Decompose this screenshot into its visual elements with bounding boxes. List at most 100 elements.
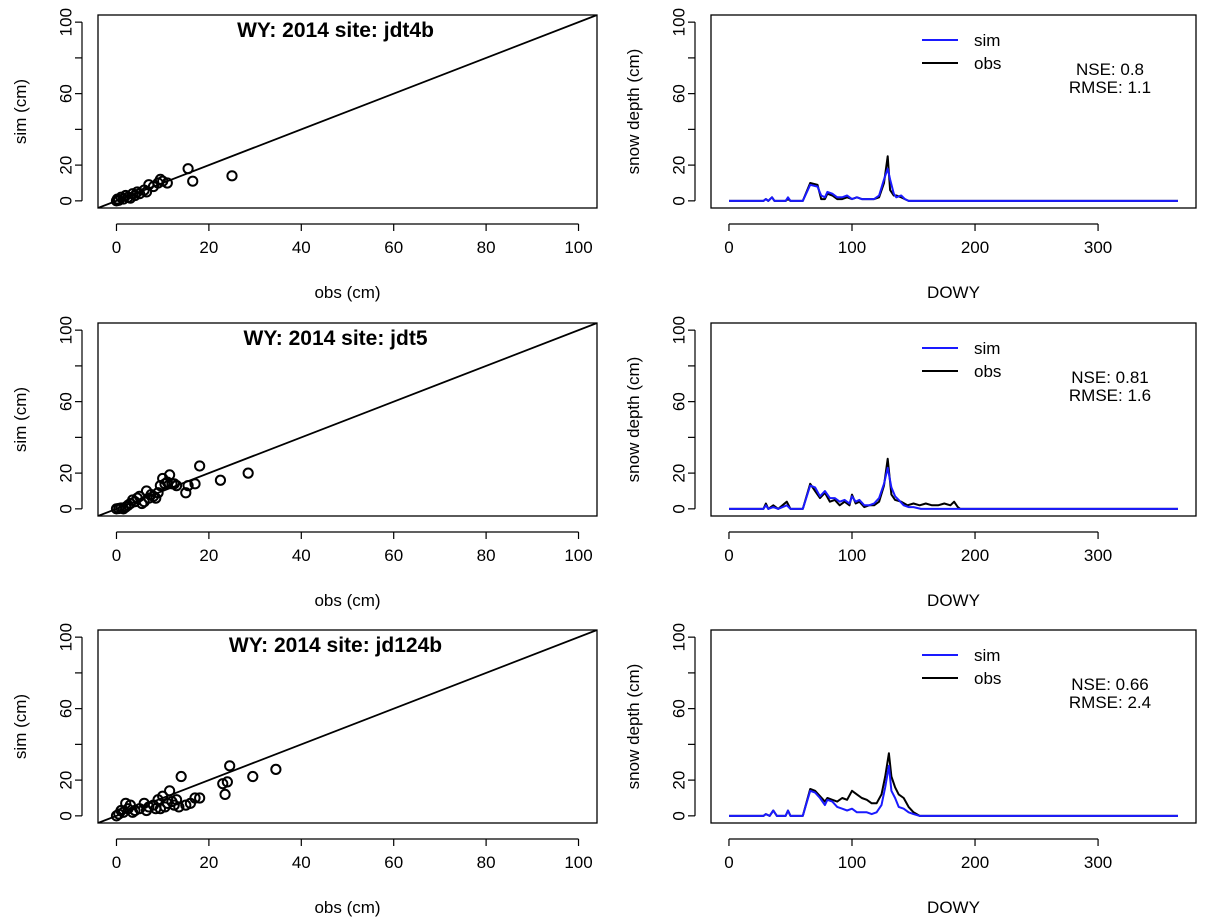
data-point — [187, 175, 199, 187]
data-point — [168, 478, 180, 490]
x-tick-label: 100 — [564, 853, 592, 872]
data-point — [150, 492, 162, 504]
x-tick-label: 200 — [961, 853, 989, 872]
data-point — [170, 480, 183, 492]
y-tick-label: 60 — [56, 699, 75, 718]
panel-scatter-3: 0 20 40 60 80 100 0 20 60 100 obs (cm) sim (cm) WY: … — [11, 623, 598, 917]
x-tick-label: 80 — [477, 853, 496, 872]
y-tick-label: 100 — [669, 316, 688, 344]
data-point — [152, 487, 164, 499]
x-tick-label: 100 — [564, 238, 592, 257]
data-point — [224, 760, 236, 772]
legend-label-sim: sim — [974, 646, 1000, 665]
one-to-one-line — [98, 15, 597, 208]
data-point — [170, 794, 183, 806]
data-point — [189, 792, 201, 804]
x-tick-label: 60 — [384, 238, 403, 257]
plot-frame — [97, 629, 598, 824]
x-tick-label: 100 — [564, 546, 592, 565]
x-tick-label: 100 — [838, 853, 866, 872]
x-axis-label: obs (cm) — [314, 283, 380, 302]
data-point — [189, 478, 201, 490]
data-point — [136, 497, 148, 510]
data-point — [194, 792, 206, 804]
y-tick-label: 60 — [56, 392, 75, 411]
y-tick-label: 20 — [669, 464, 688, 483]
one-to-one-line — [98, 630, 597, 823]
x-tick-label: 0 — [724, 546, 733, 565]
y-tick-label: 20 — [56, 156, 75, 175]
nse-text: NSE: 0.81 — [1071, 368, 1149, 387]
panel-ts-1: 0 100 200 300 0 20 60 100 DOWY snow depth (cm) sim… — [624, 8, 1197, 302]
x-tick-label: 0 — [112, 853, 121, 872]
x-tick-label: 200 — [961, 546, 989, 565]
series-line-sim — [729, 167, 1178, 202]
x-tick-label: 0 — [724, 853, 733, 872]
x-tick-label: 40 — [292, 546, 311, 565]
panel-ts-3: 0 100 200 300 0 20 60 100 DOWY snow depth (cm) sim… — [624, 623, 1197, 917]
y-axis-label: sim (cm) — [11, 79, 30, 144]
y-tick-label: 0 — [56, 196, 75, 205]
x-axis-label: obs (cm) — [314, 898, 380, 917]
series-line-obs — [729, 457, 1178, 510]
legend-label-sim: sim — [974, 339, 1000, 358]
plot-frame — [97, 14, 598, 209]
series-line-obs — [729, 752, 1178, 817]
x-axis-label: DOWY — [927, 591, 980, 610]
nse-text: NSE: 0.66 — [1071, 675, 1149, 694]
plot-frame — [710, 322, 1197, 517]
x-axis-label: DOWY — [927, 898, 980, 917]
data-point — [214, 474, 227, 486]
series-line-sim — [729, 466, 1178, 510]
data-point — [226, 170, 238, 182]
y-tick-label: 60 — [669, 392, 688, 411]
plot-title: WY: 2014 site: jdt5 — [244, 327, 428, 350]
data-point — [173, 801, 185, 813]
y-tick-label: 20 — [56, 771, 75, 790]
panel-scatter-1: 0 20 40 60 80 100 0 20 60 100 obs (cm) sim (cm) WY: … — [11, 8, 598, 302]
data-point — [247, 770, 259, 783]
series-line-sim — [729, 764, 1178, 817]
y-axis-label: snow depth (cm) — [624, 357, 643, 483]
x-tick-label: 200 — [961, 238, 989, 257]
y-tick-label: 0 — [669, 196, 688, 205]
y-tick-label: 0 — [56, 811, 75, 820]
data-point — [242, 467, 254, 479]
y-tick-label: 100 — [56, 623, 75, 651]
legend-label-obs: obs — [974, 362, 1001, 381]
data-point — [164, 785, 176, 797]
data-point — [161, 177, 173, 189]
panel-ts-2: 0 100 200 300 0 20 60 100 DOWY snow depth (cm) sim… — [624, 316, 1197, 610]
x-axis-label: DOWY — [927, 283, 980, 302]
x-axis-label: obs (cm) — [314, 591, 380, 610]
nse-text: NSE: 0.8 — [1076, 60, 1144, 79]
x-tick-label: 20 — [199, 546, 218, 565]
rmse-text: RMSE: 1.6 — [1069, 386, 1151, 405]
y-tick-label: 20 — [669, 771, 688, 790]
y-tick-label: 60 — [56, 84, 75, 103]
x-tick-label: 80 — [477, 546, 496, 565]
x-tick-label: 40 — [292, 238, 311, 257]
rmse-text: RMSE: 2.4 — [1069, 693, 1151, 712]
x-tick-label: 20 — [199, 238, 218, 257]
x-tick-label: 0 — [112, 238, 121, 257]
panel-scatter-2: 0 20 40 60 80 100 0 20 60 100 obs (cm) sim (cm) WY: … — [11, 316, 598, 610]
data-point — [270, 763, 282, 775]
y-tick-label: 60 — [669, 84, 688, 103]
data-point — [175, 770, 187, 783]
legend-label-sim: sim — [974, 31, 1000, 50]
x-tick-label: 60 — [384, 546, 403, 565]
plot-frame — [710, 14, 1197, 209]
y-axis-label: snow depth (cm) — [624, 664, 643, 790]
x-tick-label: 20 — [199, 853, 218, 872]
y-axis-label: sim (cm) — [11, 387, 30, 452]
legend-label-obs: obs — [974, 54, 1001, 73]
y-tick-label: 20 — [56, 464, 75, 483]
data-point — [219, 788, 231, 801]
x-tick-label: 60 — [384, 853, 403, 872]
x-tick-label: 300 — [1084, 546, 1112, 565]
x-tick-label: 300 — [1084, 853, 1112, 872]
y-tick-label: 0 — [56, 504, 75, 513]
data-point — [194, 460, 206, 472]
